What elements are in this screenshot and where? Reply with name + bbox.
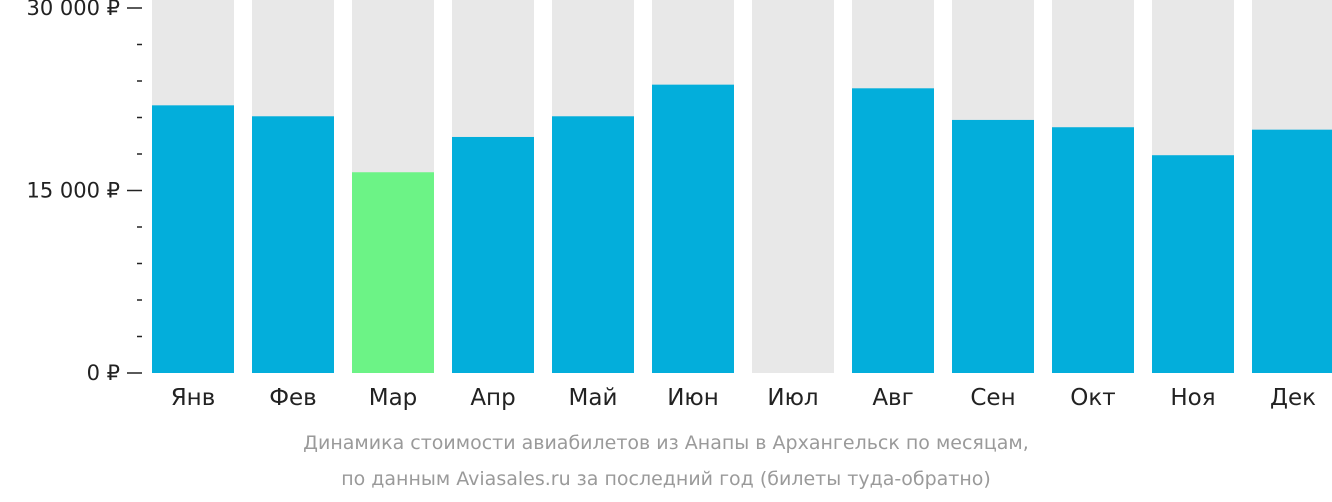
bar-9 <box>952 119 1034 373</box>
x-tick-label-11: Ноя <box>1170 385 1215 411</box>
bar-10 <box>1052 127 1134 373</box>
bar-11 <box>1152 155 1234 373</box>
bar-background-7 <box>752 0 834 373</box>
x-tick-label-3: Мар <box>369 385 418 411</box>
data-bars <box>152 84 1332 374</box>
bar-5 <box>552 116 634 374</box>
bar-4 <box>452 136 534 373</box>
x-tick-label-1: Янв <box>171 385 216 411</box>
x-tick-label-2: Фев <box>269 385 317 411</box>
bar-3 <box>352 172 434 373</box>
x-tick-label-10: Окт <box>1070 385 1115 411</box>
chart-caption-line-2: по данным Aviasales.ru за последний год … <box>341 468 991 490</box>
x-tick-label-7: Июл <box>767 385 818 411</box>
x-tick-label-5: Май <box>569 385 618 411</box>
y-tick-label-2: 15 000 ₽ <box>26 179 120 203</box>
x-tick-label-6: Июн <box>667 385 719 411</box>
bar-8 <box>852 88 934 374</box>
bar-12 <box>1252 129 1332 373</box>
bar-chart: 30 000 ₽ 15 000 ₽ 0 ₽ Янв Фев Мар Апр Май Июн Ию… <box>26 0 1332 411</box>
bar-2 <box>252 116 334 374</box>
x-tick-label-8: Авг <box>872 385 913 411</box>
x-tick-label-9: Сен <box>970 385 1015 411</box>
bar-1 <box>152 105 234 373</box>
chart-caption-line-1: Динамика стоимости авиабилетов из Анапы … <box>303 432 1029 454</box>
y-axis: 30 000 ₽ 15 000 ₽ 0 ₽ <box>26 0 142 385</box>
x-tick-label-4: Апр <box>470 385 515 411</box>
bar-6 <box>652 84 734 374</box>
y-tick-label-3: 0 ₽ <box>87 361 120 385</box>
y-tick-label-1: 30 000 ₽ <box>26 0 120 20</box>
x-axis: Янв Фев Мар Апр Май Июн Июл Авг Сен Окт Ноя Дек <box>171 385 1316 411</box>
x-tick-label-12: Дек <box>1270 385 1316 411</box>
